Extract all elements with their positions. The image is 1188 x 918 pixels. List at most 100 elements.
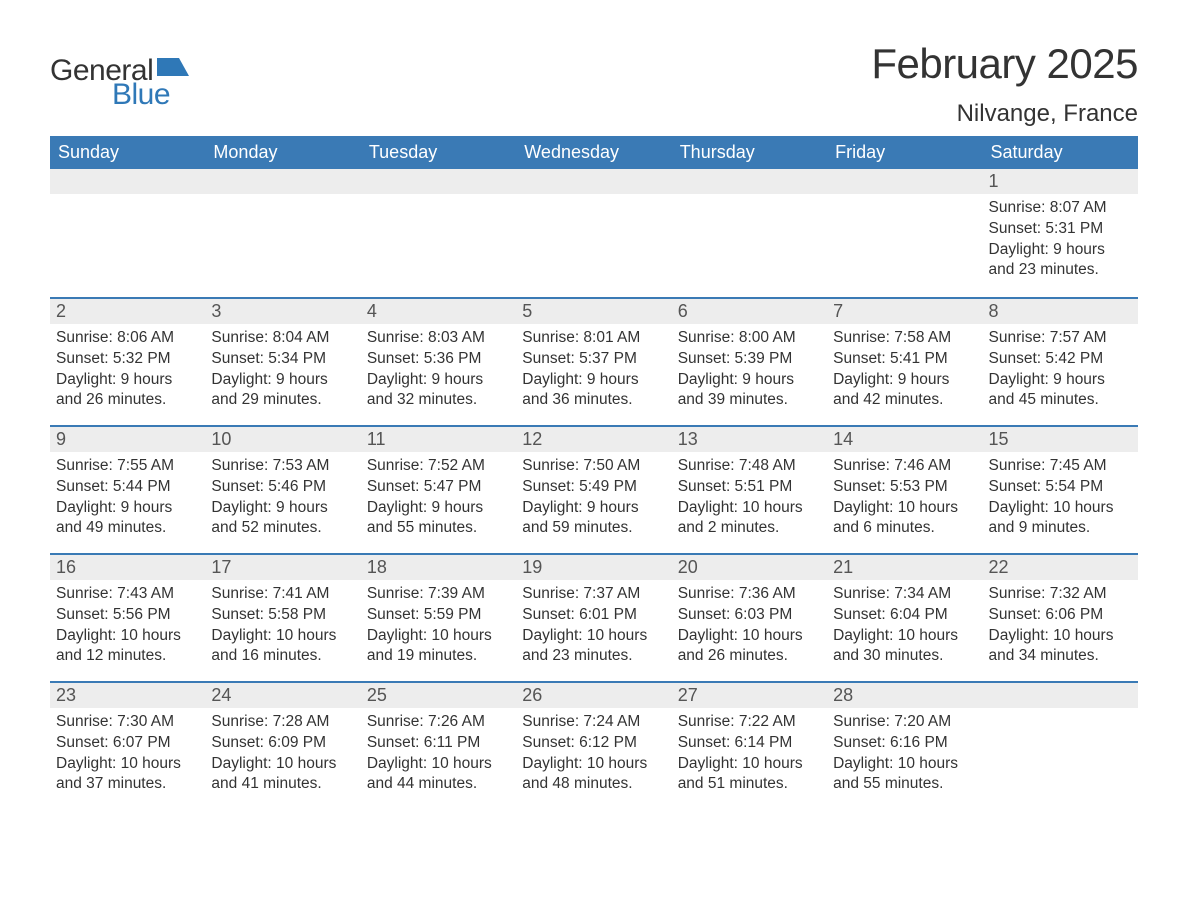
day-details: Sunrise: 7:20 AMSunset: 6:16 PMDaylight:… (827, 708, 982, 804)
sunrise-line: Sunrise: 7:36 AM (678, 584, 821, 604)
day-number: 27 (672, 683, 827, 708)
daylight-line: Daylight: 9 hours and 32 minutes. (367, 370, 510, 410)
day-details: Sunrise: 7:39 AMSunset: 5:59 PMDaylight:… (361, 580, 516, 676)
day-number: 21 (827, 555, 982, 580)
sunrise-line: Sunrise: 7:53 AM (211, 456, 354, 476)
day-details: Sunrise: 7:45 AMSunset: 5:54 PMDaylight:… (983, 452, 1138, 548)
day-details: Sunrise: 7:26 AMSunset: 6:11 PMDaylight:… (361, 708, 516, 804)
sunrise-line: Sunrise: 7:30 AM (56, 712, 199, 732)
brand-logo: General Blue (50, 54, 189, 112)
day-number: 15 (983, 427, 1138, 452)
day-number: 17 (205, 555, 360, 580)
day-details: Sunrise: 7:57 AMSunset: 5:42 PMDaylight:… (983, 324, 1138, 420)
sunset-line: Sunset: 5:49 PM (522, 477, 665, 497)
calendar-day: 14Sunrise: 7:46 AMSunset: 5:53 PMDayligh… (827, 427, 982, 553)
daylight-line: Daylight: 10 hours and 55 minutes. (833, 754, 976, 794)
calendar-day: 25Sunrise: 7:26 AMSunset: 6:11 PMDayligh… (361, 683, 516, 809)
sunset-line: Sunset: 5:59 PM (367, 605, 510, 625)
calendar-week: 1Sunrise: 8:07 AMSunset: 5:31 PMDaylight… (50, 169, 1138, 297)
day-number (516, 169, 671, 194)
day-number: 19 (516, 555, 671, 580)
day-details: Sunrise: 7:41 AMSunset: 5:58 PMDaylight:… (205, 580, 360, 676)
daylight-line: Daylight: 9 hours and 42 minutes. (833, 370, 976, 410)
dow-monday: Monday (205, 136, 360, 169)
daylight-line: Daylight: 10 hours and 2 minutes. (678, 498, 821, 538)
day-number (983, 683, 1138, 708)
sunrise-line: Sunrise: 7:50 AM (522, 456, 665, 476)
day-details: Sunrise: 7:37 AMSunset: 6:01 PMDaylight:… (516, 580, 671, 676)
sunrise-line: Sunrise: 7:52 AM (367, 456, 510, 476)
sunset-line: Sunset: 5:31 PM (989, 219, 1132, 239)
day-number: 14 (827, 427, 982, 452)
sunrise-line: Sunrise: 7:20 AM (833, 712, 976, 732)
calendar-day: 13Sunrise: 7:48 AMSunset: 5:51 PMDayligh… (672, 427, 827, 553)
day-number (361, 169, 516, 194)
sunset-line: Sunset: 6:09 PM (211, 733, 354, 753)
title-block: February 2025 Nilvange, France (871, 40, 1138, 128)
daylight-line: Daylight: 9 hours and 49 minutes. (56, 498, 199, 538)
calendar-day: 3Sunrise: 8:04 AMSunset: 5:34 PMDaylight… (205, 299, 360, 425)
dow-tuesday: Tuesday (361, 136, 516, 169)
sunrise-line: Sunrise: 7:45 AM (989, 456, 1132, 476)
day-number: 4 (361, 299, 516, 324)
daylight-line: Daylight: 9 hours and 39 minutes. (678, 370, 821, 410)
day-number (827, 169, 982, 194)
sunrise-line: Sunrise: 7:43 AM (56, 584, 199, 604)
day-details: Sunrise: 7:58 AMSunset: 5:41 PMDaylight:… (827, 324, 982, 420)
daylight-line: Daylight: 9 hours and 55 minutes. (367, 498, 510, 538)
day-details: Sunrise: 7:52 AMSunset: 5:47 PMDaylight:… (361, 452, 516, 548)
calendar-day: 20Sunrise: 7:36 AMSunset: 6:03 PMDayligh… (672, 555, 827, 681)
day-details: Sunrise: 8:03 AMSunset: 5:36 PMDaylight:… (361, 324, 516, 420)
calendar-day (983, 683, 1138, 809)
calendar-day: 28Sunrise: 7:20 AMSunset: 6:16 PMDayligh… (827, 683, 982, 809)
day-details: Sunrise: 8:07 AMSunset: 5:31 PMDaylight:… (983, 194, 1138, 290)
sunset-line: Sunset: 5:53 PM (833, 477, 976, 497)
calendar-day (827, 169, 982, 297)
day-number: 16 (50, 555, 205, 580)
sunset-line: Sunset: 6:01 PM (522, 605, 665, 625)
sunrise-line: Sunrise: 7:39 AM (367, 584, 510, 604)
day-number: 20 (672, 555, 827, 580)
calendar-day: 18Sunrise: 7:39 AMSunset: 5:59 PMDayligh… (361, 555, 516, 681)
daylight-line: Daylight: 10 hours and 19 minutes. (367, 626, 510, 666)
daylight-line: Daylight: 9 hours and 29 minutes. (211, 370, 354, 410)
sunset-line: Sunset: 6:04 PM (833, 605, 976, 625)
calendar-day: 19Sunrise: 7:37 AMSunset: 6:01 PMDayligh… (516, 555, 671, 681)
calendar-day: 17Sunrise: 7:41 AMSunset: 5:58 PMDayligh… (205, 555, 360, 681)
sunset-line: Sunset: 5:39 PM (678, 349, 821, 369)
brand-word-blue: Blue (112, 78, 170, 112)
sunset-line: Sunset: 6:16 PM (833, 733, 976, 753)
daylight-line: Daylight: 10 hours and 9 minutes. (989, 498, 1132, 538)
sunset-line: Sunset: 5:42 PM (989, 349, 1132, 369)
day-number: 23 (50, 683, 205, 708)
sunrise-line: Sunrise: 7:55 AM (56, 456, 199, 476)
day-number: 1 (983, 169, 1138, 194)
calendar-day: 11Sunrise: 7:52 AMSunset: 5:47 PMDayligh… (361, 427, 516, 553)
day-details: Sunrise: 7:48 AMSunset: 5:51 PMDaylight:… (672, 452, 827, 548)
day-details: Sunrise: 7:30 AMSunset: 6:07 PMDaylight:… (50, 708, 205, 804)
dow-friday: Friday (827, 136, 982, 169)
day-number: 18 (361, 555, 516, 580)
sunset-line: Sunset: 6:06 PM (989, 605, 1132, 625)
daylight-line: Daylight: 10 hours and 6 minutes. (833, 498, 976, 538)
daylight-line: Daylight: 10 hours and 26 minutes. (678, 626, 821, 666)
day-number (205, 169, 360, 194)
sunset-line: Sunset: 5:44 PM (56, 477, 199, 497)
daylight-line: Daylight: 9 hours and 52 minutes. (211, 498, 354, 538)
dow-sunday: Sunday (50, 136, 205, 169)
sunrise-line: Sunrise: 7:34 AM (833, 584, 976, 604)
calendar-day: 16Sunrise: 7:43 AMSunset: 5:56 PMDayligh… (50, 555, 205, 681)
sunrise-line: Sunrise: 8:06 AM (56, 328, 199, 348)
daylight-line: Daylight: 10 hours and 30 minutes. (833, 626, 976, 666)
day-number: 8 (983, 299, 1138, 324)
day-number: 9 (50, 427, 205, 452)
daylight-line: Daylight: 9 hours and 59 minutes. (522, 498, 665, 538)
sunset-line: Sunset: 6:14 PM (678, 733, 821, 753)
calendar-day: 2Sunrise: 8:06 AMSunset: 5:32 PMDaylight… (50, 299, 205, 425)
calendar-week: 23Sunrise: 7:30 AMSunset: 6:07 PMDayligh… (50, 681, 1138, 809)
calendar-week: 9Sunrise: 7:55 AMSunset: 5:44 PMDaylight… (50, 425, 1138, 553)
calendar-day (50, 169, 205, 297)
calendar-day: 23Sunrise: 7:30 AMSunset: 6:07 PMDayligh… (50, 683, 205, 809)
day-number: 22 (983, 555, 1138, 580)
calendar-grid: Sunday Monday Tuesday Wednesday Thursday… (50, 136, 1138, 809)
